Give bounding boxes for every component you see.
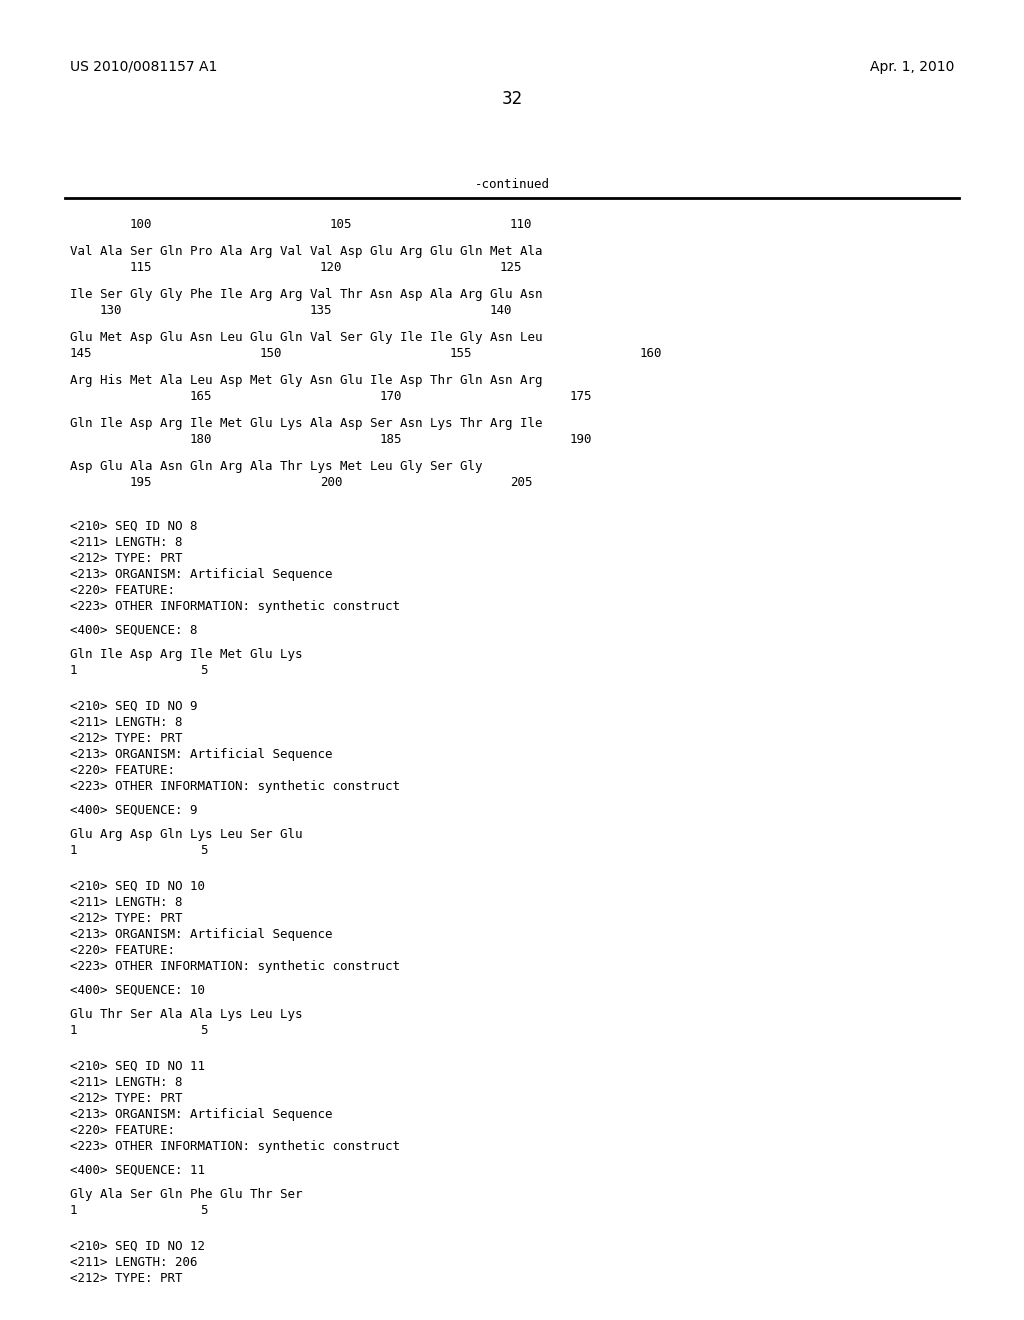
Text: <223> OTHER INFORMATION: synthetic construct: <223> OTHER INFORMATION: synthetic const… [70,601,400,612]
Text: Arg His Met Ala Leu Asp Met Gly Asn Glu Ile Asp Thr Gln Asn Arg: Arg His Met Ala Leu Asp Met Gly Asn Glu … [70,374,543,387]
Text: 105: 105 [330,218,352,231]
Text: 120: 120 [319,261,342,275]
Text: 205: 205 [510,477,532,488]
Text: Glu Thr Ser Ala Ala Lys Leu Lys: Glu Thr Ser Ala Ala Lys Leu Lys [70,1008,302,1020]
Text: <212> TYPE: PRT: <212> TYPE: PRT [70,1092,182,1105]
Text: <211> LENGTH: 8: <211> LENGTH: 8 [70,896,182,909]
Text: 135: 135 [310,304,333,317]
Text: <400> SEQUENCE: 11: <400> SEQUENCE: 11 [70,1164,205,1177]
Text: 115: 115 [130,261,153,275]
Text: <212> TYPE: PRT: <212> TYPE: PRT [70,552,182,565]
Text: <223> OTHER INFORMATION: synthetic construct: <223> OTHER INFORMATION: synthetic const… [70,960,400,973]
Text: 130: 130 [100,304,123,317]
Text: US 2010/0081157 A1: US 2010/0081157 A1 [70,59,217,74]
Text: 200: 200 [319,477,342,488]
Text: 180: 180 [190,433,213,446]
Text: Glu Met Asp Glu Asn Leu Glu Gln Val Ser Gly Ile Ile Gly Asn Leu: Glu Met Asp Glu Asn Leu Glu Gln Val Ser … [70,331,543,345]
Text: 1: 1 [70,1204,78,1217]
Text: <400> SEQUENCE: 9: <400> SEQUENCE: 9 [70,804,198,817]
Text: <213> ORGANISM: Artificial Sequence: <213> ORGANISM: Artificial Sequence [70,928,333,941]
Text: Asp Glu Ala Asn Gln Arg Ala Thr Lys Met Leu Gly Ser Gly: Asp Glu Ala Asn Gln Arg Ala Thr Lys Met … [70,459,482,473]
Text: 160: 160 [640,347,663,360]
Text: 32: 32 [502,90,522,108]
Text: <213> ORGANISM: Artificial Sequence: <213> ORGANISM: Artificial Sequence [70,1107,333,1121]
Text: Glu Arg Asp Gln Lys Leu Ser Glu: Glu Arg Asp Gln Lys Leu Ser Glu [70,828,302,841]
Text: <210> SEQ ID NO 9: <210> SEQ ID NO 9 [70,700,198,713]
Text: <223> OTHER INFORMATION: synthetic construct: <223> OTHER INFORMATION: synthetic const… [70,1140,400,1152]
Text: <220> FEATURE:: <220> FEATURE: [70,583,175,597]
Text: <212> TYPE: PRT: <212> TYPE: PRT [70,1272,182,1284]
Text: 5: 5 [200,843,208,857]
Text: 170: 170 [380,389,402,403]
Text: <213> ORGANISM: Artificial Sequence: <213> ORGANISM: Artificial Sequence [70,568,333,581]
Text: Val Ala Ser Gln Pro Ala Arg Val Val Asp Glu Arg Glu Gln Met Ala: Val Ala Ser Gln Pro Ala Arg Val Val Asp … [70,246,543,257]
Text: <210> SEQ ID NO 12: <210> SEQ ID NO 12 [70,1239,205,1253]
Text: <220> FEATURE:: <220> FEATURE: [70,944,175,957]
Text: <223> OTHER INFORMATION: synthetic construct: <223> OTHER INFORMATION: synthetic const… [70,780,400,793]
Text: <211> LENGTH: 8: <211> LENGTH: 8 [70,715,182,729]
Text: 1: 1 [70,664,78,677]
Text: <211> LENGTH: 8: <211> LENGTH: 8 [70,536,182,549]
Text: 190: 190 [570,433,593,446]
Text: 185: 185 [380,433,402,446]
Text: Apr. 1, 2010: Apr. 1, 2010 [869,59,954,74]
Text: Ile Ser Gly Gly Phe Ile Arg Arg Val Thr Asn Asp Ala Arg Glu Asn: Ile Ser Gly Gly Phe Ile Arg Arg Val Thr … [70,288,543,301]
Text: 155: 155 [450,347,472,360]
Text: <220> FEATURE:: <220> FEATURE: [70,764,175,777]
Text: 1: 1 [70,1024,78,1038]
Text: <210> SEQ ID NO 11: <210> SEQ ID NO 11 [70,1060,205,1073]
Text: -continued: -continued [474,178,550,191]
Text: Gly Ala Ser Gln Phe Glu Thr Ser: Gly Ala Ser Gln Phe Glu Thr Ser [70,1188,302,1201]
Text: <220> FEATURE:: <220> FEATURE: [70,1125,175,1137]
Text: <211> LENGTH: 8: <211> LENGTH: 8 [70,1076,182,1089]
Text: 145: 145 [70,347,92,360]
Text: 150: 150 [260,347,283,360]
Text: Gln Ile Asp Arg Ile Met Glu Lys: Gln Ile Asp Arg Ile Met Glu Lys [70,648,302,661]
Text: 175: 175 [570,389,593,403]
Text: 195: 195 [130,477,153,488]
Text: 5: 5 [200,1204,208,1217]
Text: <210> SEQ ID NO 10: <210> SEQ ID NO 10 [70,880,205,894]
Text: 1: 1 [70,843,78,857]
Text: 140: 140 [490,304,512,317]
Text: <400> SEQUENCE: 8: <400> SEQUENCE: 8 [70,624,198,638]
Text: 100: 100 [130,218,153,231]
Text: 110: 110 [510,218,532,231]
Text: <400> SEQUENCE: 10: <400> SEQUENCE: 10 [70,983,205,997]
Text: <212> TYPE: PRT: <212> TYPE: PRT [70,733,182,744]
Text: <212> TYPE: PRT: <212> TYPE: PRT [70,912,182,925]
Text: 125: 125 [500,261,522,275]
Text: Gln Ile Asp Arg Ile Met Glu Lys Ala Asp Ser Asn Lys Thr Arg Ile: Gln Ile Asp Arg Ile Met Glu Lys Ala Asp … [70,417,543,430]
Text: 5: 5 [200,664,208,677]
Text: <211> LENGTH: 206: <211> LENGTH: 206 [70,1257,198,1269]
Text: 5: 5 [200,1024,208,1038]
Text: 165: 165 [190,389,213,403]
Text: <210> SEQ ID NO 8: <210> SEQ ID NO 8 [70,520,198,533]
Text: <213> ORGANISM: Artificial Sequence: <213> ORGANISM: Artificial Sequence [70,748,333,762]
